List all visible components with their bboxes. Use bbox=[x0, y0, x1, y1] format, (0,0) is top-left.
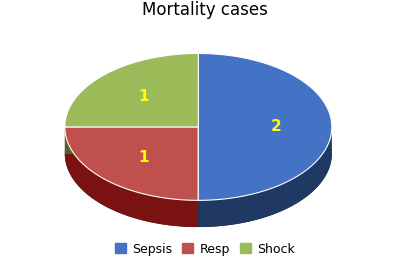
Legend: Sepsis, Resp, Shock: Sepsis, Resp, Shock bbox=[109, 238, 300, 258]
Polygon shape bbox=[65, 53, 198, 127]
Polygon shape bbox=[65, 127, 198, 200]
Text: 2: 2 bbox=[270, 119, 281, 134]
Polygon shape bbox=[198, 127, 331, 227]
Polygon shape bbox=[65, 127, 198, 154]
Polygon shape bbox=[65, 80, 331, 227]
Polygon shape bbox=[65, 127, 198, 154]
Text: 1: 1 bbox=[138, 89, 148, 104]
Text: 1: 1 bbox=[138, 150, 148, 165]
Title: Mortality cases: Mortality cases bbox=[142, 1, 267, 19]
Polygon shape bbox=[198, 53, 331, 200]
Polygon shape bbox=[65, 127, 198, 227]
